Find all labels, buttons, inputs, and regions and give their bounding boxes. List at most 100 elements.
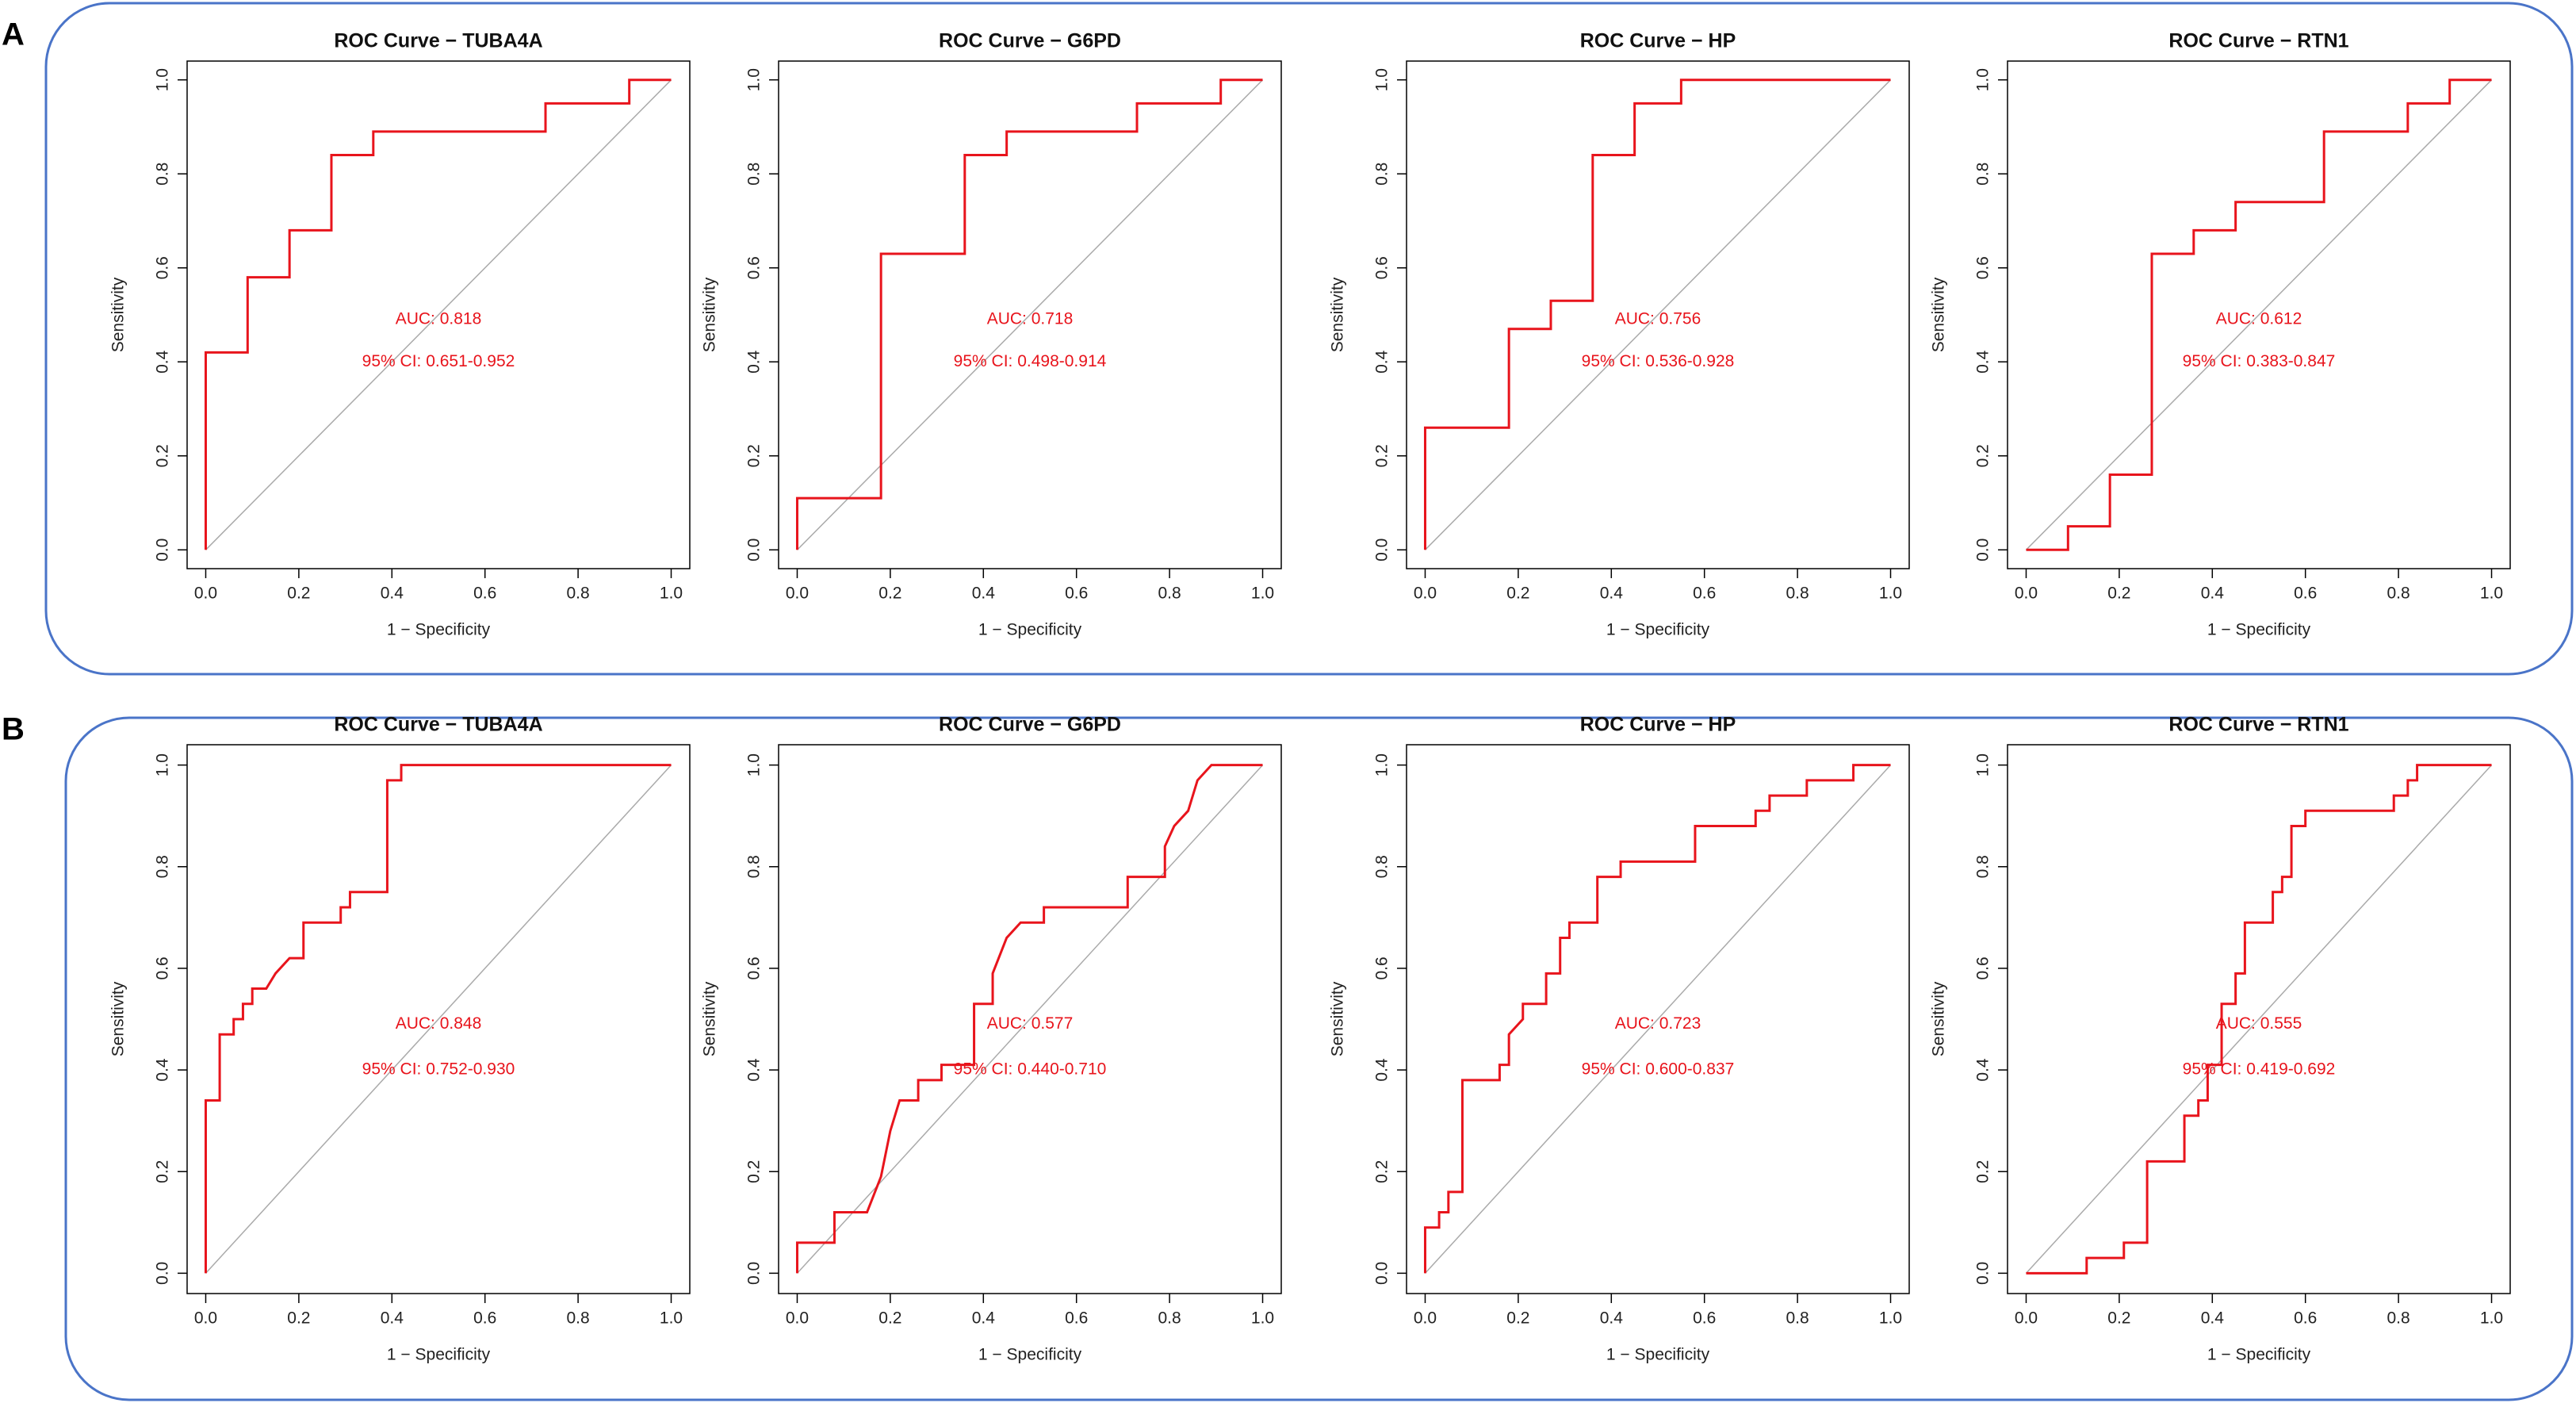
x-tick-label: 0.6: [1065, 1309, 1088, 1328]
x-tick-label: 0.0: [786, 585, 809, 603]
y-tick-label: 0.6: [1974, 256, 1992, 279]
y-tick-label: 0.2: [1373, 444, 1391, 467]
x-tick-label: 0.8: [2387, 1309, 2410, 1328]
plot-frame: [778, 744, 1282, 1294]
reference-diagonal: [2025, 765, 2493, 1274]
plot-frame: [2007, 744, 2511, 1294]
x-tick-label: 0.6: [1693, 585, 1716, 603]
x-axis-label: 1 − Specificity: [978, 1346, 1082, 1364]
y-axis-label: Sensitivity: [1930, 277, 1948, 352]
panel-frame: [64, 716, 2574, 1401]
x-tick-label: 0.8: [567, 585, 590, 603]
y-tick-label: 0.2: [154, 444, 172, 467]
x-axis-label: 1 − Specificity: [978, 621, 1082, 639]
y-tick-label: 0.0: [1373, 539, 1391, 562]
x-tick-label: 0.4: [972, 585, 996, 603]
x-tick-label: 0.6: [1693, 1309, 1716, 1328]
x-tick-label: 0.4: [1600, 585, 1624, 603]
x-tick-label: 0.4: [381, 1309, 404, 1328]
x-tick-label: 0.0: [2015, 1309, 2038, 1328]
annotation: 95% CI: 0.383-0.847: [2183, 352, 2336, 370]
roc-curve: [1423, 79, 1891, 550]
y-tick-label: 1.0: [745, 753, 764, 776]
roc-curve: [795, 764, 1263, 1274]
y-tick-label: 0.4: [745, 350, 764, 374]
x-tick-label: 1.0: [660, 585, 683, 603]
annotation: AUC: 0.718: [987, 309, 1074, 328]
y-tick-label: 1.0: [1373, 68, 1391, 91]
x-tick-label: 0.6: [1065, 585, 1088, 603]
y-tick-label: 0.2: [1373, 1160, 1391, 1183]
x-tick-label: 0.6: [2294, 585, 2317, 603]
y-tick-label: 0.2: [1974, 1160, 1992, 1183]
x-tick-label: 0.2: [2107, 1309, 2130, 1328]
chart-title: ROC Curve − RTN1: [2168, 30, 2348, 52]
x-tick-label: 0.2: [287, 1309, 310, 1328]
annotation: 95% CI: 0.419-0.692: [2183, 1060, 2336, 1079]
y-tick-label: 0.4: [1373, 350, 1391, 374]
x-axis-label: 1 − Specificity: [387, 1346, 491, 1364]
panel-frame: [44, 2, 2574, 676]
roc-curve: [204, 79, 672, 550]
annotation: 95% CI: 0.440-0.710: [954, 1060, 1107, 1079]
y-tick-label: 0.0: [1974, 539, 1992, 562]
y-tick-label: 0.0: [1373, 1262, 1391, 1285]
plot-frame: [1406, 744, 1910, 1294]
x-tick-label: 0.2: [287, 585, 310, 603]
x-tick-label: 0.0: [194, 1309, 217, 1328]
reference-diagonal: [2025, 79, 2493, 550]
y-tick-label: 0.0: [154, 1262, 172, 1285]
y-tick-label: 0.0: [154, 539, 172, 562]
x-tick-label: 0.6: [473, 1309, 496, 1328]
reference-diagonal: [796, 765, 1264, 1274]
roc-curve: [2026, 79, 2492, 551]
x-tick-label: 0.2: [1506, 1309, 1529, 1328]
chart-title: ROC Curve − HP: [1580, 714, 1736, 736]
annotation: 95% CI: 0.651-0.952: [362, 352, 515, 370]
x-tick-label: 1.0: [1251, 1309, 1274, 1328]
x-tick-label: 0.2: [1506, 585, 1529, 603]
x-tick-label: 0.2: [2107, 585, 2130, 603]
x-tick-label: 1.0: [2480, 585, 2503, 603]
plot-frame: [1406, 60, 1910, 569]
x-tick-label: 1.0: [2480, 1309, 2503, 1328]
x-tick-label: 0.2: [878, 585, 901, 603]
roc-curve: [1423, 764, 1891, 1274]
y-tick-label: 0.6: [1373, 256, 1391, 279]
annotation: AUC: 0.818: [396, 309, 482, 328]
chart-title: ROC Curve − TUBA4A: [334, 30, 542, 52]
x-tick-label: 0.8: [1158, 1309, 1181, 1328]
y-tick-label: 0.6: [154, 256, 172, 279]
x-tick-label: 0.0: [1414, 585, 1437, 603]
annotation: AUC: 0.848: [396, 1014, 482, 1033]
x-tick-label: 0.4: [972, 1309, 996, 1328]
x-tick-label: 0.4: [2201, 1309, 2225, 1328]
y-tick-label: 0.8: [154, 163, 172, 186]
y-axis-label: Sensitivity: [109, 277, 128, 352]
chart-title: ROC Curve − G6PD: [939, 30, 1121, 52]
y-axis-label: Sensitivity: [109, 981, 128, 1056]
y-axis-label: Sensitivity: [1329, 277, 1347, 352]
y-tick-label: 0.0: [745, 539, 764, 562]
x-axis-label: 1 − Specificity: [1606, 621, 1710, 639]
roc-curve: [795, 79, 1263, 550]
y-tick-label: 0.6: [1373, 956, 1391, 979]
annotation: 95% CI: 0.498-0.914: [954, 352, 1107, 370]
y-tick-label: 0.0: [1974, 1262, 1992, 1285]
y-tick-label: 0.4: [1974, 1058, 1992, 1082]
y-tick-label: 0.4: [745, 1058, 764, 1082]
y-axis-label: Sensitivity: [701, 277, 719, 352]
x-tick-label: 0.4: [381, 585, 404, 603]
y-tick-label: 0.2: [745, 444, 764, 467]
annotation: AUC: 0.756: [1615, 309, 1701, 328]
roc-curve: [204, 764, 672, 1274]
plot-frame: [778, 60, 1282, 569]
y-axis-label: Sensitivity: [1930, 981, 1948, 1056]
annotation: AUC: 0.723: [1615, 1014, 1701, 1033]
plot-frame: [186, 60, 691, 569]
x-tick-label: 1.0: [1879, 585, 1902, 603]
y-tick-label: 0.2: [745, 1160, 764, 1183]
plot-frame: [2007, 60, 2511, 569]
roc-curve: [2026, 764, 2492, 1275]
y-tick-label: 0.8: [1974, 855, 1992, 878]
